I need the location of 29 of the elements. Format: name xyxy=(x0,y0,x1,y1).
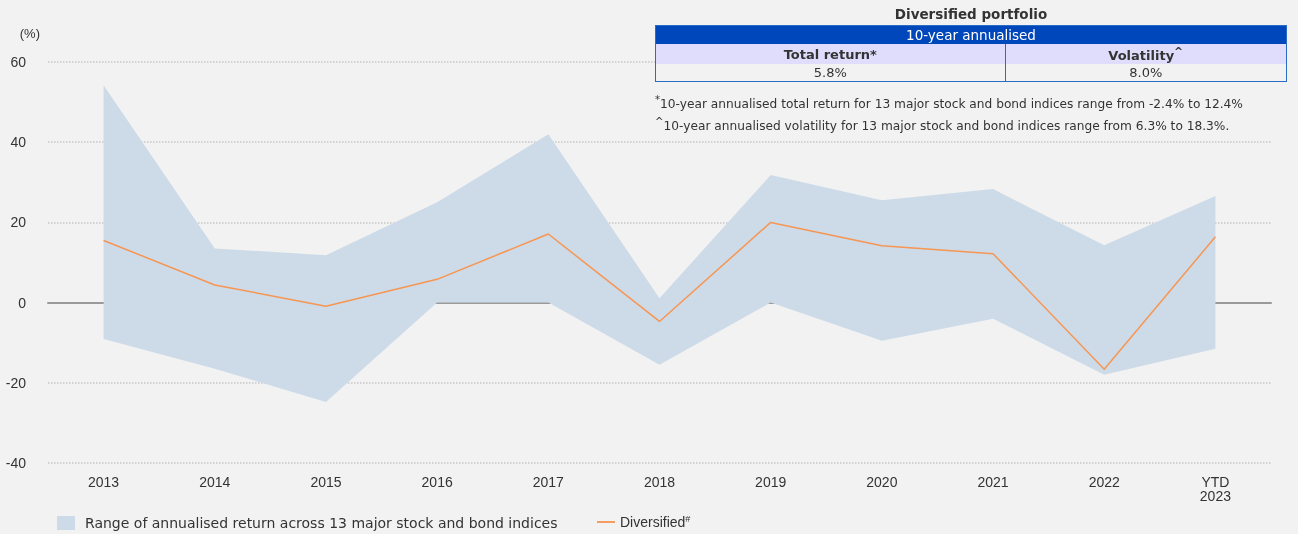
y-tick-label: -40 xyxy=(5,455,27,471)
category-label: Total return* xyxy=(655,44,1006,65)
x-tick-label: 2015 xyxy=(310,474,342,490)
category-label: Volatility$^{^}$ xyxy=(1005,44,1287,65)
y-axis-title: (%) xyxy=(19,26,40,41)
text: 5.8% xyxy=(813,65,847,81)
y-tick-label: 0 xyxy=(18,294,27,311)
annotation: $^{*}$10-year annualised total return for 13 major stock and bond indices range from -2.4% to 12.4% xyxy=(655,94,1243,112)
y-tick-label: -20 xyxy=(5,374,27,391)
x-tick-label: 2020 xyxy=(866,474,898,490)
x-tick-label: 2017 xyxy=(532,474,565,490)
x-tick-label: 2021 xyxy=(977,474,1009,490)
text: Range of annualised return across 13 major stock and bond indices xyxy=(85,515,558,531)
annotation: $^{^}$10-year annualised volatility for 13 major stock and bond indices range from 6.3% to 18.3%. xyxy=(655,116,1230,134)
y-tick-label: 60 xyxy=(10,54,27,70)
x-tick-label: 2016 xyxy=(421,474,453,490)
x-tick-label: 2013 xyxy=(88,474,120,490)
text: Diversified portfolio xyxy=(893,6,1049,22)
y-tick-label: 40 xyxy=(10,134,27,151)
y-tick-label: 20 xyxy=(10,214,27,231)
line-series xyxy=(102,221,1217,370)
x-tick-label: 2022 xyxy=(1088,474,1121,490)
x-tick-label: 2018 xyxy=(643,474,676,490)
x-tick-label: 2014 xyxy=(199,474,231,490)
x-tick-label: 2019 xyxy=(755,474,787,490)
x-tick-label: YTD 2023 xyxy=(1199,474,1232,504)
text: 10-year annualised xyxy=(655,25,1287,44)
text: 8.0% xyxy=(1129,65,1163,81)
legend-label: Diversified# xyxy=(620,514,691,530)
